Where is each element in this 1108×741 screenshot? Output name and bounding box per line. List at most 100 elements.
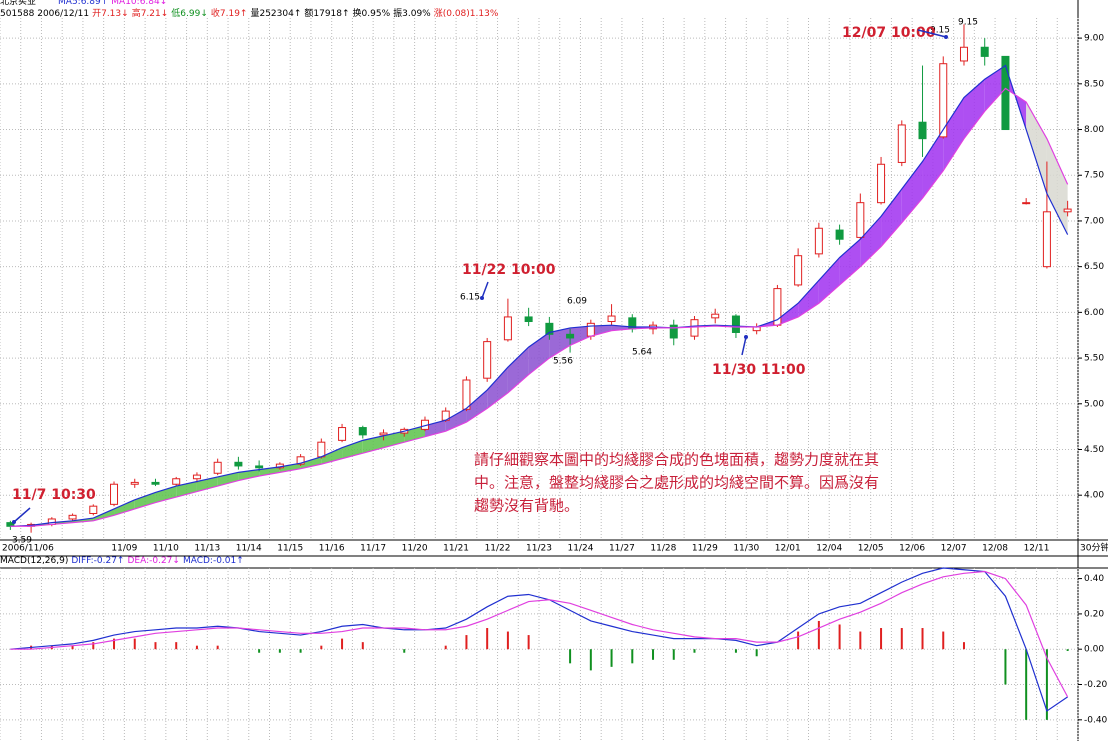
y-tick-label: 8.00 [1084, 125, 1104, 135]
arrow-head [944, 35, 948, 39]
ma-band-fill [798, 280, 819, 317]
note-text: 請仔細觀察本圖中的均綫膠合成的色塊面積，趨勢力度就在其 [474, 451, 879, 469]
quote-field: 涨(0.08)1.13% [433, 9, 499, 19]
x-tick-label: 12/01 [775, 544, 801, 554]
ma-band-fill [300, 456, 322, 469]
candle-body [255, 465, 264, 469]
x-tick-label: 11/17 [360, 544, 386, 554]
candle-body [213, 461, 222, 474]
x-unit: 30分钟 [1080, 542, 1108, 554]
x-tick-label: 11/20 [402, 544, 428, 554]
y-tick-label: 7.50 [1084, 171, 1104, 181]
candle-body [814, 227, 823, 255]
x-tick-label: 12/05 [858, 544, 884, 554]
annotation-arrow [741, 336, 747, 356]
line-series [10, 570, 1069, 698]
annotation: 12/07 10:00 [842, 25, 936, 41]
ma-band-fill [943, 97, 964, 171]
ma-band-fill [570, 326, 591, 346]
x-tick-label: 12/06 [899, 544, 925, 554]
candle-body [68, 514, 77, 520]
x-tick-label: 12/11 [1024, 544, 1050, 554]
candle-body [690, 319, 699, 337]
arrow-head [480, 296, 484, 300]
y-tick-label: -0.20 [1084, 680, 1108, 690]
annotation: 11/7 10:30 [12, 487, 96, 503]
note-text: 趨勢沒有背馳。 [474, 497, 579, 515]
x-tick-label: 2006/11/06 [2, 544, 54, 554]
candle-body [918, 121, 927, 140]
candle-body [897, 124, 906, 163]
x-tick-label: 11/27 [609, 544, 635, 554]
candle-body [1063, 208, 1072, 213]
ma-band-fill [445, 408, 467, 432]
candle-body [338, 427, 347, 441]
quote-field: 高7.21↓ [131, 9, 169, 19]
y-tick-label: 6.50 [1084, 262, 1104, 272]
ma-band-fill [507, 347, 529, 393]
price-label: 5.64 [632, 348, 652, 358]
ma-band-fill [881, 188, 902, 247]
note-text: 中。注意，盤整均綫膠合之處形成的均綫空間不算。因爲沒有 [474, 474, 879, 492]
candle-body [1042, 211, 1051, 268]
y-tick-label: 4.00 [1084, 491, 1104, 501]
candle-body [379, 432, 388, 436]
header-row-2: 501588 2006/12/11 开7.13↓ 高7.21↓ 低6.99↓ 收7.19… [0, 9, 501, 20]
ma-band-fill [922, 129, 944, 199]
x-tick-label: 11/22 [485, 544, 511, 554]
ma-band-fill [590, 325, 612, 337]
candle-body [711, 313, 720, 319]
candle-body [47, 518, 56, 525]
ma-band-fill [860, 216, 882, 267]
line-series [10, 64, 1069, 527]
x-tick-label: 11/29 [692, 544, 718, 554]
candle-body [172, 478, 181, 485]
x-tick-label: 11/30 [733, 544, 759, 554]
x-tick-label: 11/14 [236, 544, 262, 554]
candle-body [89, 505, 98, 514]
price-label: 3.59 [12, 536, 32, 546]
arrow-head [744, 335, 748, 339]
candle-body [524, 316, 533, 323]
candle-body [980, 46, 989, 57]
x-tick-label: 11/10 [153, 544, 179, 554]
candle-body [607, 315, 616, 323]
x-tick-label: 11/24 [567, 544, 593, 554]
line-series [10, 87, 1069, 527]
ma-band-fill [839, 239, 861, 285]
candle-body [856, 202, 865, 238]
stock-name: 北京实业 [0, 0, 37, 7]
candle-body [192, 474, 201, 480]
ma-band-fill [383, 431, 405, 448]
x-tick-label: 11/09 [111, 544, 137, 554]
ma-band-fill [984, 65, 1006, 112]
candle-body [545, 322, 554, 335]
x-tick-label: 11/15 [277, 544, 303, 554]
annotation-arrow [481, 281, 489, 299]
quote-field: 量252304↑ [250, 9, 302, 19]
ma-band-fill [901, 161, 923, 223]
ma-band-fill [466, 390, 488, 423]
y-tick-label: 7.00 [1084, 216, 1104, 226]
y-tick-label: 0.40 [1084, 574, 1104, 584]
annotation: 11/22 10:00 [462, 262, 556, 278]
arrow-head [12, 520, 16, 524]
macd-legend: DEA:-0.27↓ [127, 556, 180, 566]
ma-band-fill [93, 508, 115, 521]
ma-band-fill [424, 420, 446, 437]
annotation: 11/30 11:00 [712, 362, 806, 378]
ma-band-fill [114, 499, 135, 516]
ma-band-fill [155, 486, 177, 503]
candle-body [151, 481, 160, 485]
candle-body [835, 229, 844, 240]
y-tick-label: 5.00 [1084, 399, 1104, 409]
y-tick-label: 8.50 [1084, 79, 1104, 89]
ma-band-fill [549, 327, 571, 359]
quote-field: 低6.99↓ [171, 9, 208, 19]
price-label: 9.15 [930, 26, 950, 36]
y-tick-label: 5.50 [1084, 354, 1104, 364]
x-tick-label: 12/07 [941, 544, 967, 554]
ma-band-fill [611, 325, 633, 331]
candle-body [234, 461, 243, 467]
x-tick-label: 11/13 [194, 544, 220, 554]
